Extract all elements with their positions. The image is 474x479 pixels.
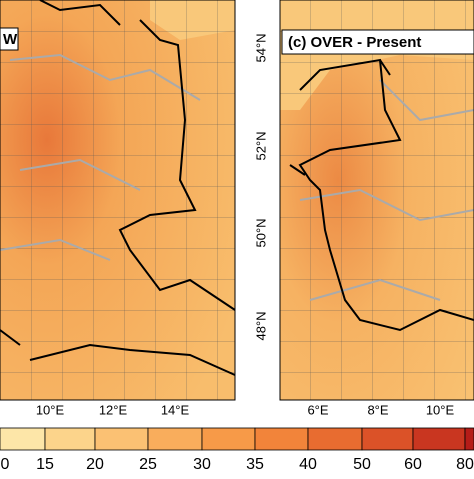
colorbar-label: 50 xyxy=(353,456,371,473)
colorbar-swatch xyxy=(201,427,256,451)
lon-label: 6°E xyxy=(307,402,328,417)
colorbar-swatch xyxy=(412,427,466,451)
axis-labels: 10°E 12°E 14°E 6°E 8°E 10°E 54°N 52°N 50°N 48°N xyxy=(36,33,455,417)
colorbar-label: 35 xyxy=(246,456,264,473)
colorbar-label: 30 xyxy=(193,456,211,473)
colorbar-swatch xyxy=(361,427,414,451)
colorbar-label: 0 xyxy=(1,456,10,473)
colorbar-swatch xyxy=(147,427,203,451)
colorbar-label: 25 xyxy=(139,456,157,473)
colorbar-label: 60 xyxy=(404,456,422,473)
colorbar-label: 15 xyxy=(36,456,54,473)
lat-label: 48°N xyxy=(253,311,268,340)
colorbar-swatch xyxy=(0,427,46,451)
lat-label: 50°N xyxy=(253,218,268,247)
lon-label: 10°E xyxy=(36,402,65,417)
colorbar: 0 15 20 25 30 35 40 50 60 80 xyxy=(0,427,474,473)
colorbar-label: 80 xyxy=(456,456,474,473)
lon-label: 14°E xyxy=(161,402,190,417)
panel-title: (c) OVER - Present xyxy=(288,34,421,51)
colorbar-swatch xyxy=(464,427,474,451)
lon-label: 12°E xyxy=(99,402,128,417)
lat-label: 54°N xyxy=(253,33,268,62)
colorbar-swatch xyxy=(94,427,149,451)
lon-label: 10°E xyxy=(426,402,455,417)
panel-title: W xyxy=(3,31,18,48)
colorbar-label: 20 xyxy=(86,456,104,473)
map-right: (c) OVER - Present xyxy=(279,0,474,401)
lon-label: 8°E xyxy=(367,402,388,417)
colorbar-swatch xyxy=(307,427,363,451)
lat-label: 52°N xyxy=(253,131,268,160)
colorbar-swatch xyxy=(44,427,96,451)
colorbar-label: 40 xyxy=(299,456,317,473)
map-left: W xyxy=(0,0,236,401)
colorbar-swatch xyxy=(254,427,309,451)
